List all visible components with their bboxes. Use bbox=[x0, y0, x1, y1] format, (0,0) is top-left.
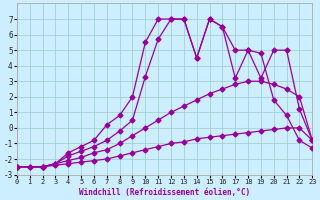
X-axis label: Windchill (Refroidissement éolien,°C): Windchill (Refroidissement éolien,°C) bbox=[79, 188, 250, 197]
